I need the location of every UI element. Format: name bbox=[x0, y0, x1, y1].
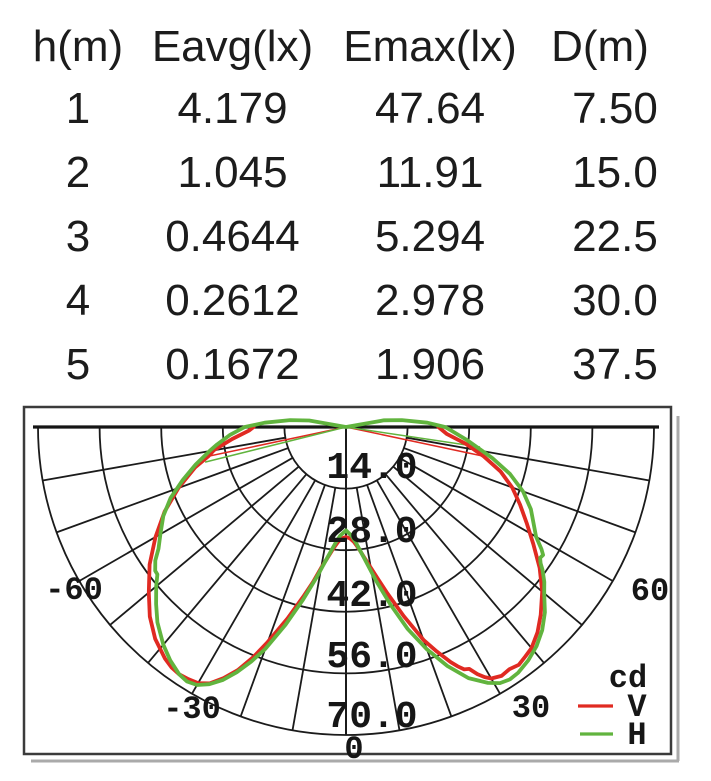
table-row: 5 0.1672 1.906 37.5 bbox=[0, 342, 711, 388]
ring-label: 14.0 bbox=[326, 447, 417, 490]
half-peak-line-h bbox=[204, 426, 347, 463]
table-cell: 0.1672 bbox=[165, 340, 300, 389]
illuminance-table: h(m) Eavg(lx) Emax(lx) D(m) 1 4.179 47.64 7.50 2… bbox=[0, 24, 711, 388]
table-cell: 37.5 bbox=[572, 340, 658, 389]
polar-radial-line bbox=[384, 473, 545, 664]
legend-label-v: V bbox=[627, 689, 647, 726]
ring-label: 56.0 bbox=[326, 636, 417, 679]
table-cell: 2 bbox=[65, 148, 91, 197]
ring-label: 70.0 bbox=[326, 696, 417, 739]
table-cell: 1.906 bbox=[374, 340, 486, 389]
table-header-cell: Eavg(lx) bbox=[151, 22, 314, 71]
table-cell: 15.0 bbox=[572, 148, 658, 197]
polar-radial-line bbox=[406, 436, 650, 482]
table-cell: 3 bbox=[65, 212, 91, 261]
ring-label: 42.0 bbox=[326, 575, 417, 618]
half-peak-line-h bbox=[345, 426, 481, 448]
half-peak-line-v bbox=[208, 426, 347, 458]
polar-radial-line bbox=[42, 436, 286, 482]
polar-radial-line bbox=[376, 479, 501, 695]
table-cell: 1.045 bbox=[177, 148, 288, 197]
table-cell: 0.2612 bbox=[165, 276, 300, 325]
table-cell: 0.4644 bbox=[165, 212, 300, 261]
table-cell: 22.5 bbox=[572, 212, 658, 261]
polar-radial-line bbox=[403, 447, 636, 534]
half-peak-line-v bbox=[345, 426, 484, 458]
legend-label-h: H bbox=[627, 717, 646, 754]
table-header-cell: h(m) bbox=[32, 22, 124, 71]
legend-title: cd bbox=[609, 660, 647, 697]
polar-radial-line bbox=[78, 457, 294, 582]
table-row: 1 4.179 47.64 7.50 bbox=[0, 86, 711, 132]
table-row: 2 1.045 11.91 15.0 bbox=[0, 150, 711, 196]
table-cell: 7.50 bbox=[572, 84, 658, 133]
polar-radial-line bbox=[291, 487, 337, 731]
chart-frame bbox=[22, 405, 673, 756]
table-cell: 11.91 bbox=[376, 148, 484, 197]
table-cell: 5.294 bbox=[374, 212, 486, 261]
table-cell: 2.978 bbox=[374, 276, 486, 325]
angle-label: 60 bbox=[631, 573, 669, 610]
table-header-cell: D(m) bbox=[551, 22, 649, 71]
table-cell: 1 bbox=[65, 84, 91, 133]
polar-radial-line bbox=[355, 487, 401, 731]
polar-radial-line bbox=[191, 479, 316, 695]
table-cell: 30.0 bbox=[572, 276, 658, 325]
table-header-cell: Emax(lx) bbox=[343, 22, 517, 71]
angle-label: 0 bbox=[344, 731, 363, 768]
polar-radial-line bbox=[147, 473, 308, 664]
angle-label: 30 bbox=[512, 690, 550, 727]
polar-radial-line bbox=[239, 484, 326, 717]
polar-radial-line bbox=[56, 447, 289, 534]
table-cell: 4.179 bbox=[177, 84, 288, 133]
ring-label: 28.0 bbox=[326, 511, 417, 554]
table-cell: 47.64 bbox=[374, 84, 486, 133]
polar-radial-line bbox=[392, 465, 583, 626]
table-row: 3 0.4644 5.294 22.5 bbox=[0, 214, 711, 260]
intensity-curve-h bbox=[153, 418, 547, 687]
table-header-row: h(m) Eavg(lx) Emax(lx) D(m) bbox=[0, 24, 711, 70]
table-cell: 5 bbox=[65, 340, 91, 389]
table-cell: 4 bbox=[65, 276, 91, 325]
polar-radial-line bbox=[109, 465, 300, 626]
angle-label: -60 bbox=[45, 572, 103, 609]
polar-radial-line bbox=[366, 484, 453, 717]
table-row: 4 0.2612 2.978 30.0 bbox=[0, 278, 711, 324]
polar-radial-line bbox=[398, 457, 614, 582]
angle-label: -30 bbox=[163, 691, 221, 728]
